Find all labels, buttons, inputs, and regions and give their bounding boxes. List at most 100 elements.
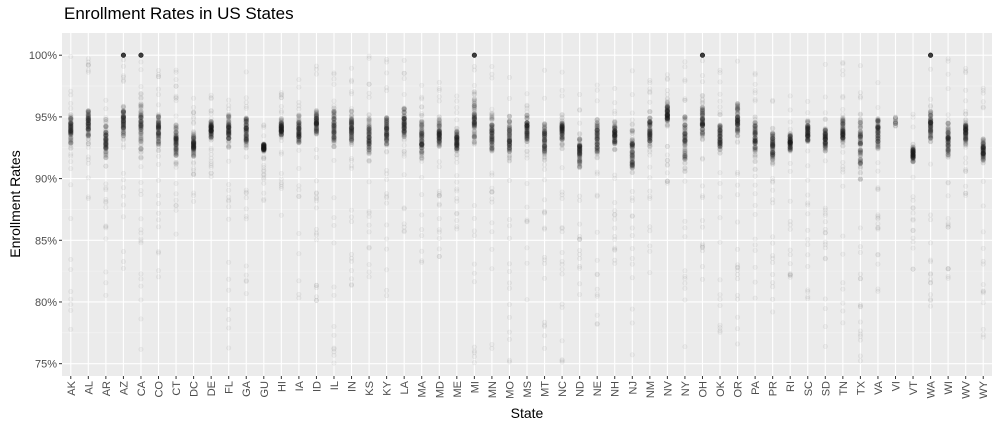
data-point: [542, 275, 548, 281]
data-point: [857, 131, 863, 137]
data-point: [208, 128, 214, 134]
x-tick-label: IL: [329, 381, 341, 390]
data-point: [261, 148, 267, 154]
data-point: [296, 120, 302, 126]
data-point: [296, 134, 302, 140]
data-point: [191, 146, 197, 152]
data-point: [85, 108, 91, 114]
data-point: [261, 145, 267, 151]
data-point: [103, 132, 109, 138]
data-point: [191, 140, 197, 146]
x-tick-label: CO: [154, 381, 166, 398]
data-point: [261, 123, 267, 129]
data-point: [226, 135, 232, 142]
data-point: [296, 121, 302, 128]
data-point: [243, 190, 249, 196]
data-point: [85, 130, 91, 136]
data-point: [138, 114, 144, 120]
data-point: [103, 137, 109, 143]
data-point: [191, 139, 197, 145]
data-point: [85, 123, 91, 129]
data-point: [313, 126, 320, 132]
data-point: [524, 105, 530, 111]
data-point: [805, 120, 811, 126]
data-point: [261, 146, 267, 153]
data-point: [278, 128, 284, 135]
data-point: [226, 106, 232, 112]
data-point: [243, 95, 249, 101]
data-point: [647, 99, 653, 105]
data-point: [243, 138, 249, 144]
data-point: [68, 120, 74, 126]
data-point: [647, 193, 653, 199]
data-point: [103, 163, 109, 169]
data-point: [471, 83, 477, 89]
data-point: [103, 135, 109, 141]
data-point: [805, 192, 811, 198]
data-point: [208, 147, 214, 153]
data-point: [173, 141, 179, 147]
data-point: [243, 145, 249, 151]
data-point: [717, 277, 723, 283]
data-point: [506, 329, 512, 335]
data-point: [155, 130, 162, 137]
data-point: [822, 141, 828, 147]
data-point: [173, 146, 179, 152]
data-point: [331, 240, 337, 246]
data-point: [577, 281, 583, 287]
data-point: [156, 224, 162, 230]
data-point: [243, 121, 249, 128]
data-point: [278, 122, 284, 128]
data-point: [331, 360, 337, 366]
data-point: [120, 74, 126, 80]
data-point: [875, 138, 881, 145]
data-point: [261, 162, 267, 168]
grid-lines: [62, 33, 992, 376]
data-point: [138, 67, 144, 73]
data-point: [243, 127, 249, 134]
data-point: [120, 129, 127, 135]
data-point: [787, 274, 793, 280]
data-point: [138, 149, 144, 155]
data-point: [963, 160, 969, 166]
data-point: [296, 125, 302, 131]
data-point: [506, 177, 512, 183]
data-point: [682, 114, 688, 120]
data-point: [138, 136, 144, 142]
data-point: [120, 113, 127, 119]
data-point: [278, 125, 284, 131]
data-point: [594, 291, 600, 297]
data-point: [910, 153, 916, 159]
data-point: [85, 120, 91, 126]
data-point: [191, 131, 197, 137]
data-point: [173, 132, 179, 138]
data-point: [752, 114, 758, 120]
data-point: [261, 143, 267, 149]
data-point: [331, 332, 337, 338]
data-point: [928, 303, 934, 309]
data-point: [191, 114, 197, 120]
data-point: [752, 141, 758, 147]
data-point: [156, 201, 162, 207]
data-point: [226, 112, 232, 119]
data-point: [191, 137, 197, 143]
data-point: [296, 125, 302, 131]
data-point: [120, 125, 127, 131]
data-point: [752, 236, 758, 242]
data-point: [840, 320, 846, 326]
data-point: [945, 266, 951, 272]
data-point: [436, 254, 442, 260]
data-point: [68, 139, 74, 146]
data-point: [331, 137, 337, 143]
data-point: [278, 115, 284, 121]
x-tick-label: VT: [908, 381, 920, 395]
x-tick-label: MN: [487, 381, 499, 398]
data-point: [928, 217, 934, 223]
data-point: [191, 135, 197, 141]
data-point: [85, 62, 91, 68]
data-point: [103, 204, 109, 210]
data-point: [68, 134, 74, 140]
data-point: [770, 187, 776, 193]
data-point: [261, 167, 267, 173]
data-point: [963, 190, 969, 196]
